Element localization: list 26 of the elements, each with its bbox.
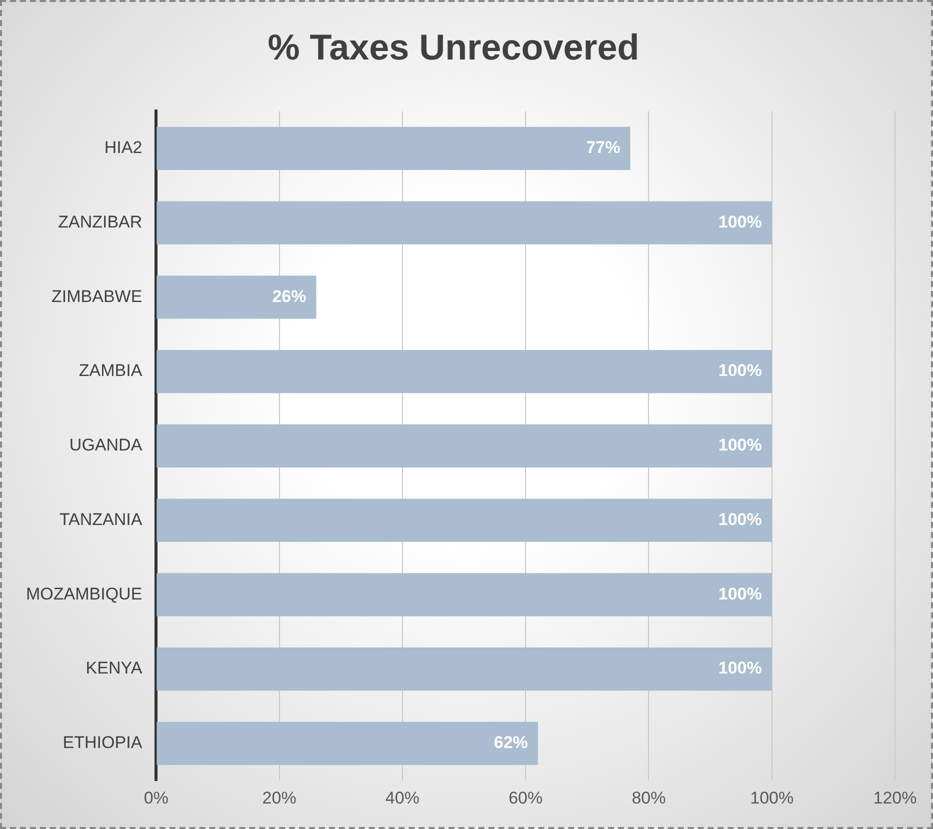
y-tick-label: TANZANIA bbox=[59, 510, 143, 529]
x-tick-label: 80% bbox=[632, 788, 666, 808]
x-tick-label: 100% bbox=[750, 788, 794, 808]
data-label: 100% bbox=[718, 436, 762, 455]
y-tick-label: KENYA bbox=[86, 658, 143, 678]
x-tick-label: 20% bbox=[262, 788, 296, 808]
y-tick-label: MOZAMBIQUE bbox=[26, 584, 142, 604]
x-tick-label: 120% bbox=[873, 788, 917, 808]
data-label: 100% bbox=[718, 212, 762, 232]
y-tick-label: ZANZIBAR bbox=[58, 212, 142, 232]
y-tick-label: UGANDA bbox=[69, 436, 143, 455]
x-tick-label: 0% bbox=[144, 788, 168, 808]
y-tick-label: ZAMBIA bbox=[78, 361, 143, 380]
chart-title: % Taxes Unrecovered bbox=[268, 26, 640, 68]
x-tick-label: 60% bbox=[508, 788, 543, 808]
data-label: 100% bbox=[718, 584, 762, 604]
y-tick-label: ETHIOPIA bbox=[62, 733, 143, 752]
data-label: 100% bbox=[718, 361, 762, 380]
data-label: 100% bbox=[718, 658, 762, 678]
y-tick-label: ZIMBABWE bbox=[52, 286, 142, 306]
data-label: 77% bbox=[586, 138, 620, 158]
y-tick-label: HIA2 bbox=[104, 138, 142, 158]
x-tick-label: 40% bbox=[385, 788, 420, 808]
data-label: 26% bbox=[272, 286, 306, 306]
data-label: 62% bbox=[494, 733, 528, 752]
data-label: 100% bbox=[718, 510, 762, 529]
